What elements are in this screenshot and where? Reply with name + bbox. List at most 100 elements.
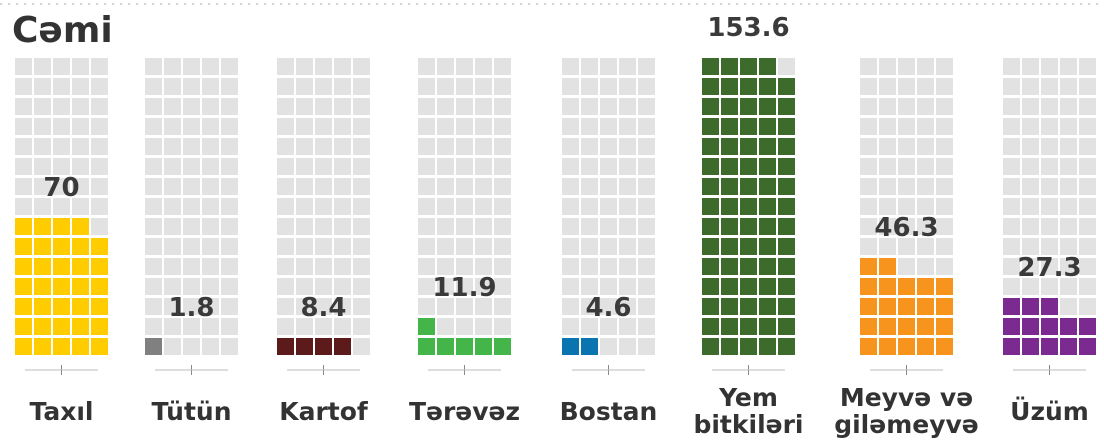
filled-cell — [759, 278, 776, 295]
empty-cell — [183, 78, 200, 95]
filled-cell — [759, 178, 776, 195]
empty-cell — [221, 58, 238, 75]
filled-cell — [740, 178, 757, 195]
empty-cell — [91, 58, 108, 75]
filled-cell — [702, 238, 719, 255]
empty-cell — [936, 198, 953, 215]
empty-cell — [1022, 78, 1039, 95]
empty-cell — [1079, 58, 1096, 75]
x-tick-label: Taxıl — [29, 396, 94, 426]
filled-cell — [581, 338, 598, 355]
empty-cell — [1060, 258, 1077, 275]
empty-cell — [619, 278, 636, 295]
empty-cell — [619, 318, 636, 335]
empty-cell — [353, 278, 370, 295]
empty-cell — [296, 278, 313, 295]
filled-cell — [1079, 318, 1096, 335]
empty-cell — [879, 158, 896, 175]
empty-cell — [581, 158, 598, 175]
x-tick-label: Yem bitkiləri — [693, 383, 804, 439]
empty-cell — [315, 118, 332, 135]
empty-cell — [600, 258, 617, 275]
empty-cell — [475, 78, 492, 95]
empty-cell — [183, 278, 200, 295]
empty-cell — [164, 338, 181, 355]
filled-cell — [778, 138, 795, 155]
filled-cell — [721, 158, 738, 175]
empty-cell — [221, 78, 238, 95]
empty-cell — [456, 78, 473, 95]
empty-cell — [562, 258, 579, 275]
filled-cell — [1041, 298, 1058, 315]
filled-cell — [91, 338, 108, 355]
empty-cell — [53, 138, 70, 155]
empty-cell — [353, 258, 370, 275]
bar — [1003, 298, 1096, 355]
filled-cell — [72, 338, 89, 355]
empty-cell — [494, 158, 511, 175]
filled-cell — [53, 278, 70, 295]
empty-cell — [183, 138, 200, 155]
filled-cell — [936, 278, 953, 295]
empty-cell — [1003, 138, 1020, 155]
empty-cell — [334, 58, 351, 75]
empty-cell — [562, 198, 579, 215]
filled-cell — [740, 78, 757, 95]
empty-cell — [581, 238, 598, 255]
empty-cell — [600, 278, 617, 295]
empty-cell — [145, 218, 162, 235]
empty-cell — [1079, 98, 1096, 115]
empty-cell — [202, 238, 219, 255]
empty-cell — [581, 298, 598, 315]
empty-cell — [418, 138, 435, 155]
empty-cell — [221, 298, 238, 315]
empty-cell — [638, 258, 655, 275]
filled-cell — [277, 338, 294, 355]
empty-cell — [353, 78, 370, 95]
filled-cell — [778, 238, 795, 255]
value-label: 8.4 — [300, 293, 347, 323]
empty-cell — [879, 218, 896, 235]
empty-cell — [183, 218, 200, 235]
filled-cell — [917, 298, 934, 315]
empty-cell — [418, 218, 435, 235]
empty-cell — [183, 238, 200, 255]
filled-cell — [778, 178, 795, 195]
empty-cell — [1003, 178, 1020, 195]
filled-cell — [740, 158, 757, 175]
empty-cell — [221, 178, 238, 195]
empty-cell — [164, 258, 181, 275]
empty-cell — [1060, 118, 1077, 135]
empty-cell — [53, 78, 70, 95]
empty-cell — [72, 158, 89, 175]
empty-cell — [277, 158, 294, 175]
empty-cell — [494, 318, 511, 335]
empty-cell — [475, 178, 492, 195]
filled-cell — [721, 78, 738, 95]
empty-cell — [562, 58, 579, 75]
filled-cell — [759, 238, 776, 255]
x-tick-label: Bostan — [559, 396, 658, 426]
filled-cell — [917, 278, 934, 295]
empty-cell — [475, 158, 492, 175]
filled-cell — [72, 318, 89, 335]
empty-cell — [1060, 198, 1077, 215]
empty-cell — [475, 298, 492, 315]
filled-cell — [72, 238, 89, 255]
empty-cell — [898, 218, 915, 235]
empty-cell — [638, 178, 655, 195]
empty-cell — [1022, 58, 1039, 75]
empty-cell — [145, 178, 162, 195]
empty-cell — [1003, 258, 1020, 275]
empty-cell — [600, 58, 617, 75]
empty-cell — [164, 178, 181, 195]
bar — [418, 318, 511, 355]
empty-cell — [277, 238, 294, 255]
empty-cell — [72, 78, 89, 95]
empty-cell — [1041, 278, 1058, 295]
filled-cell — [759, 158, 776, 175]
empty-cell — [315, 178, 332, 195]
bar — [860, 258, 953, 355]
empty-cell — [581, 178, 598, 195]
empty-cell — [353, 98, 370, 115]
